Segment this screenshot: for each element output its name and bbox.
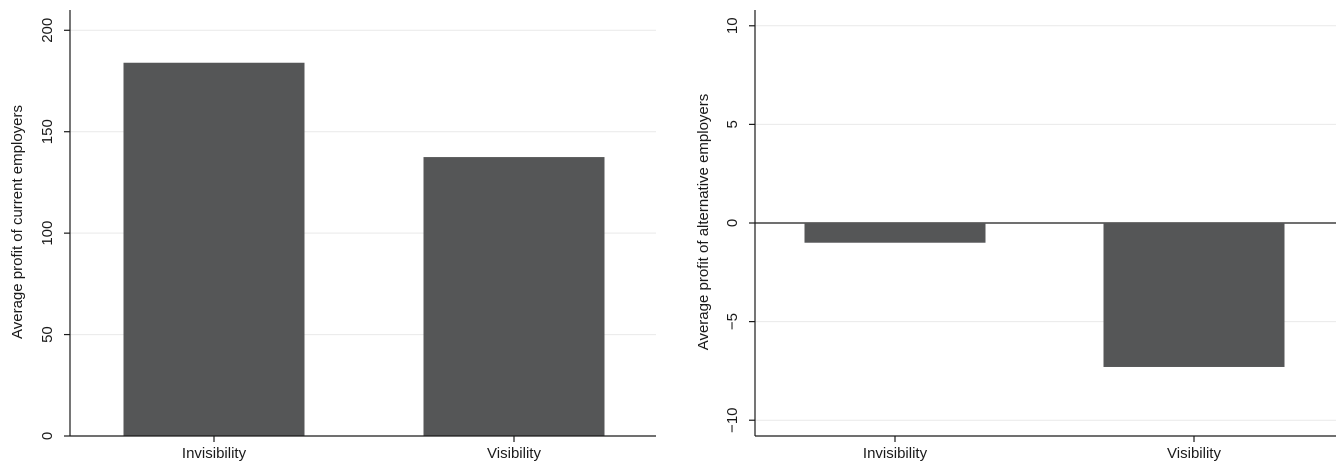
chart-current-employers: Average profit of current employers 0 50 1…: [9, 10, 656, 462]
y-tick-label: 150: [39, 119, 56, 144]
chart-alternative-employers: Average profit of alternative employers …: [695, 10, 1336, 462]
y-axis-label: Average profit of current employers: [9, 105, 26, 339]
x-tick-label: Visibility: [487, 445, 541, 462]
x-tick-label: Invisibility: [863, 445, 928, 462]
y-tick-label: 0: [724, 219, 741, 227]
y-tick-label: 0: [39, 432, 56, 440]
x-tick-label: Invisibility: [182, 445, 247, 462]
bar-visibility: [1103, 223, 1285, 367]
bar-visibility: [423, 157, 605, 437]
y-tick-label: 50: [39, 326, 56, 343]
y-tick-label: −5: [724, 313, 741, 330]
y-tick-label: 5: [724, 120, 741, 128]
y-tick-label: −10: [724, 407, 741, 432]
x-tick-label: Visibility: [1167, 445, 1221, 462]
bar-invisibility: [804, 223, 986, 243]
bar-invisibility: [123, 62, 305, 436]
y-tick-label: 200: [39, 18, 56, 43]
y-tick-label: 100: [39, 221, 56, 246]
y-tick-label: 10: [724, 17, 741, 34]
y-axis-label: Average profit of alternative employers: [695, 94, 712, 351]
